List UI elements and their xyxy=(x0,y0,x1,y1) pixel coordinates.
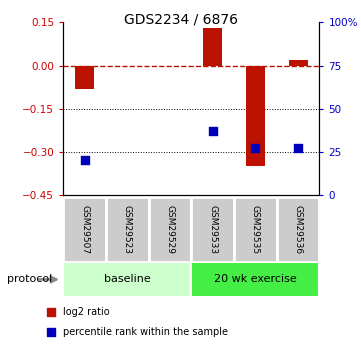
Text: GSM29523: GSM29523 xyxy=(123,205,132,254)
Bar xyxy=(106,197,149,262)
Point xyxy=(295,146,301,151)
Point xyxy=(253,146,258,151)
Bar xyxy=(277,197,319,262)
Bar xyxy=(75,66,94,89)
Point xyxy=(210,128,216,134)
Bar xyxy=(191,197,234,262)
Text: percentile rank within the sample: percentile rank within the sample xyxy=(63,327,228,337)
Text: GDS2234 / 6876: GDS2234 / 6876 xyxy=(123,12,238,26)
Bar xyxy=(191,262,319,297)
Bar xyxy=(63,262,191,297)
Text: log2 ratio: log2 ratio xyxy=(63,307,110,317)
Text: 20 wk exercise: 20 wk exercise xyxy=(214,275,297,284)
Bar xyxy=(63,197,106,262)
Bar xyxy=(246,66,265,166)
Text: protocol: protocol xyxy=(7,275,52,284)
Bar xyxy=(288,60,308,66)
Point xyxy=(48,309,53,315)
Point xyxy=(82,158,87,163)
Bar xyxy=(234,197,277,262)
Text: GSM29529: GSM29529 xyxy=(165,205,174,254)
Bar xyxy=(203,28,222,66)
Bar xyxy=(149,197,191,262)
Point xyxy=(48,329,53,334)
Text: GSM29535: GSM29535 xyxy=(251,205,260,254)
Text: GSM29507: GSM29507 xyxy=(80,205,89,254)
Text: GSM29533: GSM29533 xyxy=(208,205,217,254)
Text: GSM29536: GSM29536 xyxy=(293,205,303,254)
Text: baseline: baseline xyxy=(104,275,151,284)
